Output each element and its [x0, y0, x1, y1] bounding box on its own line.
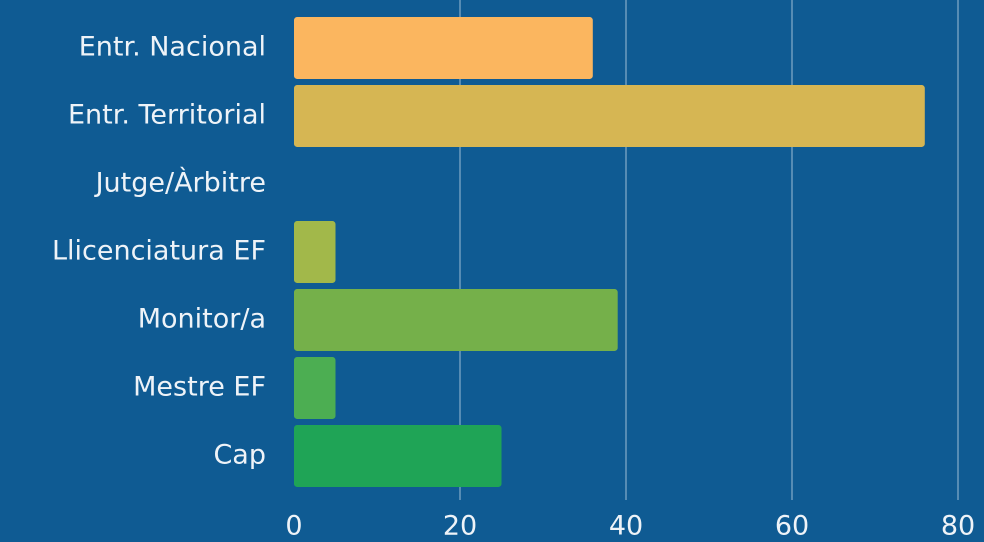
- x-tick-label: 0: [285, 511, 302, 542]
- x-tick-label: 60: [775, 511, 809, 542]
- x-tick-label: 40: [609, 511, 643, 542]
- y-tick-label: Cap: [213, 440, 266, 471]
- x-tick-label: 20: [443, 511, 477, 542]
- bar: [294, 289, 618, 351]
- bar: [294, 17, 593, 79]
- bar: [294, 357, 336, 419]
- x-tick-label: 80: [941, 511, 975, 542]
- bar: [294, 85, 925, 147]
- y-tick-label: Entr. Territorial: [68, 100, 266, 131]
- bar: [294, 425, 502, 487]
- y-tick-label: Mestre EF: [133, 372, 266, 403]
- y-tick-label: Jutge/Àrbitre: [94, 167, 266, 199]
- y-tick-label: Entr. Nacional: [79, 32, 266, 63]
- y-tick-label: Monitor/a: [138, 304, 266, 335]
- y-tick-label: Llicenciatura EF: [52, 236, 266, 267]
- bar: [294, 221, 336, 283]
